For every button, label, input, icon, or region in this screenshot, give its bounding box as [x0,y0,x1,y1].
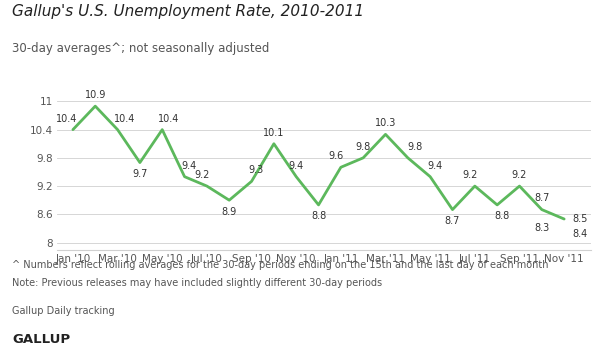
Text: 10.1: 10.1 [263,128,285,138]
Text: 9.6: 9.6 [329,151,344,161]
Text: 9.3: 9.3 [248,165,264,175]
Text: 10.4: 10.4 [55,114,77,124]
Text: 9.8: 9.8 [356,142,371,152]
Text: Note: Previous releases may have included slightly different 30-day periods: Note: Previous releases may have include… [12,278,382,288]
Text: GALLUP: GALLUP [12,333,70,346]
Text: Gallup's U.S. Unemployment Rate, 2010-2011: Gallup's U.S. Unemployment Rate, 2010-20… [12,4,364,18]
Text: 8.7: 8.7 [534,194,549,204]
Text: 30-day averages^; not seasonally adjusted: 30-day averages^; not seasonally adjuste… [12,42,270,56]
Text: 10.4: 10.4 [113,114,135,124]
Text: 9.8: 9.8 [407,142,422,152]
Text: 9.7: 9.7 [132,169,148,179]
Text: Gallup Daily tracking: Gallup Daily tracking [12,306,115,316]
Text: 10.3: 10.3 [375,118,396,128]
Text: 9.2: 9.2 [195,170,210,180]
Text: 8.3: 8.3 [534,223,549,233]
Text: 9.4: 9.4 [182,161,197,171]
Text: 8.8: 8.8 [311,211,326,222]
Text: 10.9: 10.9 [84,90,106,100]
Text: 8.5: 8.5 [572,214,587,224]
Text: 10.4: 10.4 [158,114,180,124]
Text: 8.4: 8.4 [572,229,587,239]
Text: ^ Numbers reflect rolling averages for the 30-day periods ending on the 15th and: ^ Numbers reflect rolling averages for t… [12,260,549,270]
Text: 8.9: 8.9 [221,207,237,217]
Text: 8.7: 8.7 [445,216,460,226]
Text: 9.4: 9.4 [289,161,304,171]
Text: 9.2: 9.2 [463,170,478,180]
Text: 8.8: 8.8 [494,211,510,222]
Text: 9.4: 9.4 [427,161,442,171]
Text: 9.2: 9.2 [512,170,527,180]
